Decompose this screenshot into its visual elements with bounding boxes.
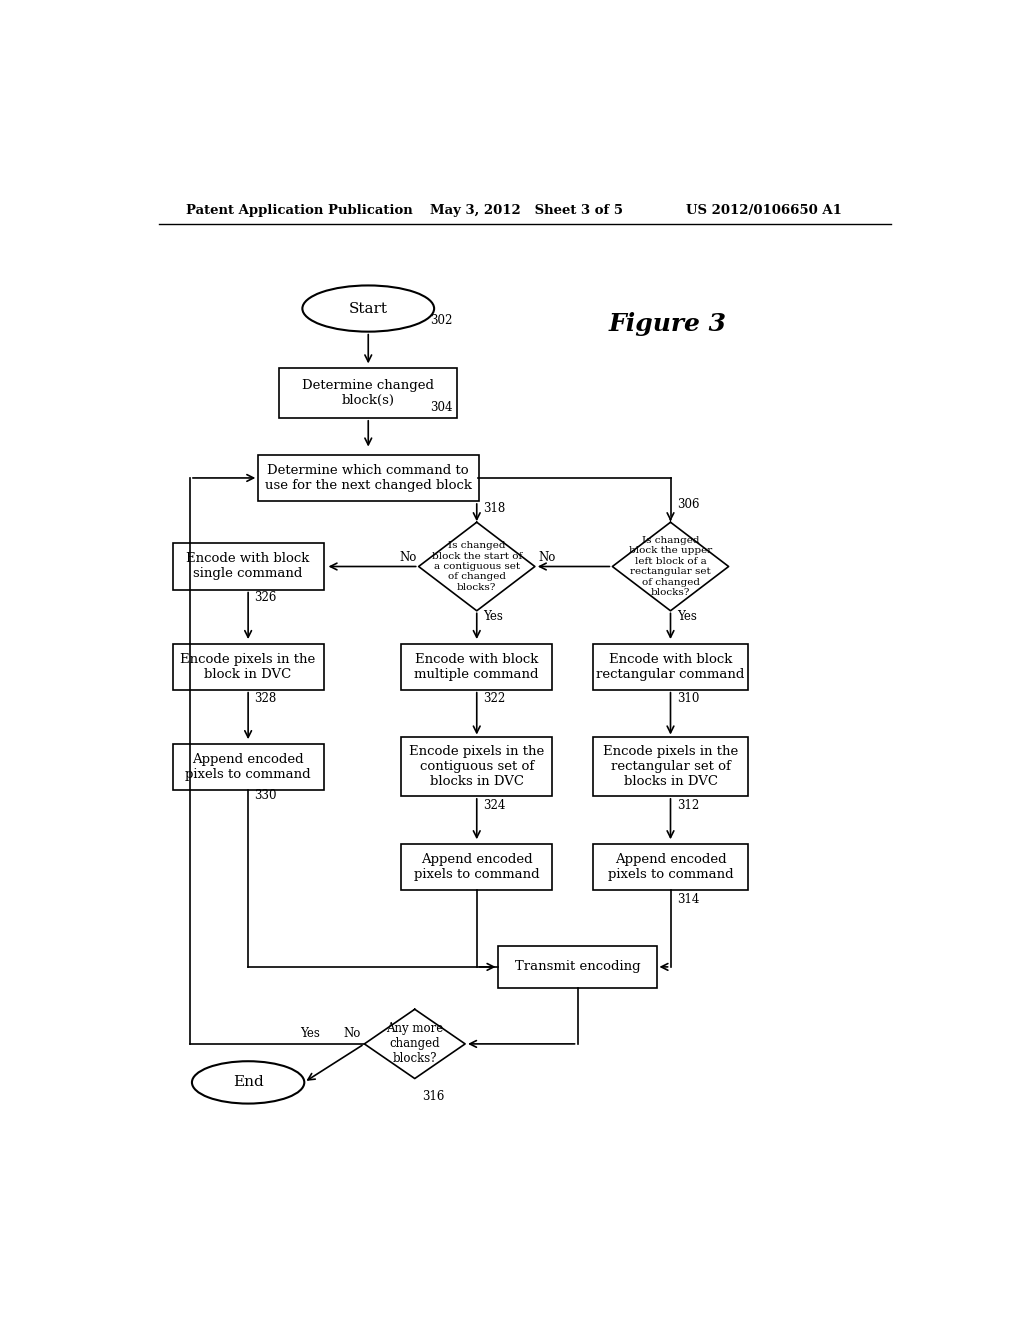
Text: Encode pixels in the
rectangular set of
blocks in DVC: Encode pixels in the rectangular set of … xyxy=(603,746,738,788)
Bar xyxy=(593,843,748,890)
Bar xyxy=(593,644,748,689)
Text: Append encoded
pixels to command: Append encoded pixels to command xyxy=(607,853,733,880)
Text: Append encoded
pixels to command: Append encoded pixels to command xyxy=(185,752,311,780)
Bar xyxy=(280,368,458,418)
Text: 316: 316 xyxy=(423,1090,444,1102)
Text: No: No xyxy=(399,550,417,564)
Text: US 2012/0106650 A1: US 2012/0106650 A1 xyxy=(686,205,842,218)
Text: 326: 326 xyxy=(254,591,276,603)
Text: Determine which command to
use for the next changed block: Determine which command to use for the n… xyxy=(265,463,472,492)
Bar xyxy=(401,738,552,796)
Text: 330: 330 xyxy=(254,789,276,803)
Bar xyxy=(173,544,324,590)
Text: Start: Start xyxy=(349,301,388,315)
Text: Encode pixels in the
contiguous set of
blocks in DVC: Encode pixels in the contiguous set of b… xyxy=(410,746,545,788)
Text: 306: 306 xyxy=(677,499,699,511)
Text: Transmit encoding: Transmit encoding xyxy=(515,961,640,973)
Text: No: No xyxy=(539,550,556,564)
Text: End: End xyxy=(232,1076,263,1089)
Text: Any more
changed
blocks?: Any more changed blocks? xyxy=(386,1023,443,1065)
Text: May 3, 2012   Sheet 3 of 5: May 3, 2012 Sheet 3 of 5 xyxy=(430,205,624,218)
Text: 328: 328 xyxy=(254,693,276,705)
Text: 302: 302 xyxy=(430,314,453,326)
Bar xyxy=(401,843,552,890)
Text: Append encoded
pixels to command: Append encoded pixels to command xyxy=(414,853,540,880)
Text: 318: 318 xyxy=(483,502,505,515)
Text: 310: 310 xyxy=(677,693,699,705)
Text: Patent Application Publication: Patent Application Publication xyxy=(186,205,413,218)
Text: Figure 3: Figure 3 xyxy=(608,312,726,337)
Text: Yes: Yes xyxy=(677,610,696,623)
Text: 322: 322 xyxy=(483,693,505,705)
Text: No: No xyxy=(343,1027,360,1040)
Bar xyxy=(173,644,324,689)
Text: Encode with block
single command: Encode with block single command xyxy=(186,553,310,581)
Bar xyxy=(258,455,478,502)
Text: Encode with block
multiple command: Encode with block multiple command xyxy=(415,652,539,681)
Text: 324: 324 xyxy=(483,799,505,812)
Text: Yes: Yes xyxy=(300,1027,321,1040)
Bar xyxy=(593,738,748,796)
Bar xyxy=(401,644,552,689)
Text: Is changed
block the start of
a contiguous set
of changed
blocks?: Is changed block the start of a contiguo… xyxy=(432,541,522,591)
Bar xyxy=(498,945,657,989)
Text: Determine changed
block(s): Determine changed block(s) xyxy=(302,379,434,408)
Text: 314: 314 xyxy=(677,892,699,906)
Text: Encode with block
rectangular command: Encode with block rectangular command xyxy=(596,652,744,681)
Text: Is changed
block the upper
left block of a
rectangular set
of changed
blocks?: Is changed block the upper left block of… xyxy=(629,536,712,597)
Bar xyxy=(173,743,324,789)
Text: Encode pixels in the
block in DVC: Encode pixels in the block in DVC xyxy=(180,652,315,681)
Text: 304: 304 xyxy=(430,400,453,413)
Text: Yes: Yes xyxy=(483,610,503,623)
Text: 312: 312 xyxy=(677,799,699,812)
